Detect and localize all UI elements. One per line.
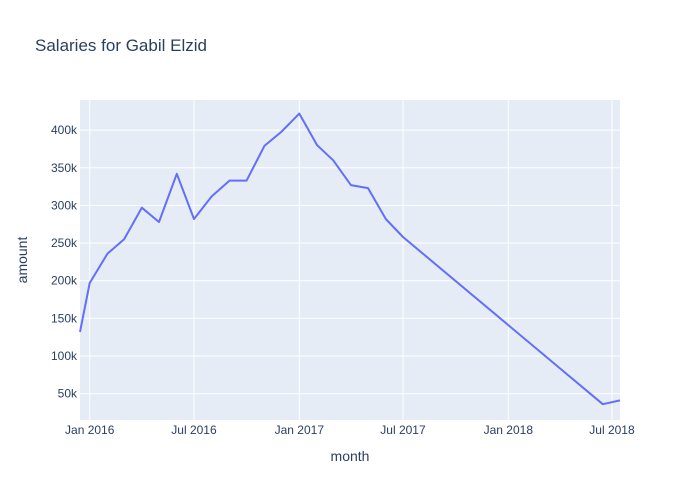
x-tick-label: Jul 2017 [380, 423, 426, 437]
x-tick-label: Jul 2016 [171, 423, 217, 437]
y-tick-label: 150k [51, 311, 78, 325]
y-tick-label: 100k [51, 349, 78, 363]
plot-area [80, 100, 620, 420]
y-axis-title: amount [14, 237, 30, 284]
x-axis-ticks: Jan 2016 Jul 2016 Jan 2017 Jul 2017 Jan 2018… [65, 423, 635, 437]
y-tick-label: 50k [58, 387, 78, 401]
series-layer [79, 112, 621, 406]
y-tick-label: 250k [51, 236, 78, 250]
y-axis-ticks: 50k 100k 150k 200k 250k 300k 350k 400k [51, 123, 78, 401]
y-tick-label: 300k [51, 198, 78, 212]
y-tick-label: 200k [51, 274, 78, 288]
x-tick-label: Jan 2017 [275, 423, 325, 437]
y-tick-label: 350k [51, 161, 78, 175]
x-tick-label: Jul 2018 [589, 423, 635, 437]
x-axis-title: month [331, 448, 370, 464]
grid [80, 100, 620, 420]
x-tick-label: Jan 2016 [65, 423, 115, 437]
y-tick-label: 400k [51, 123, 78, 137]
chart-title: Salaries for Gabil Elzid [35, 36, 207, 55]
series-line [79, 112, 621, 406]
x-tick-label: Jan 2018 [484, 423, 534, 437]
